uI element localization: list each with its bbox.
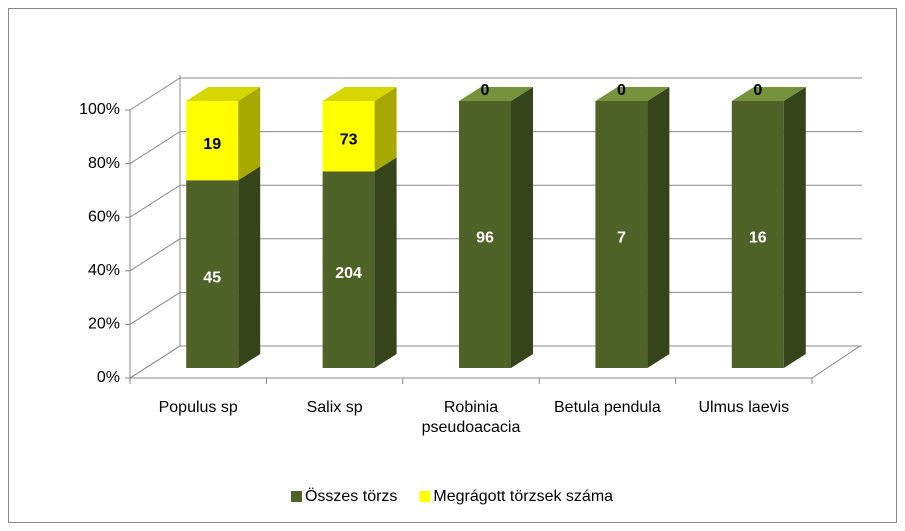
bar-top [322, 87, 397, 101]
x-tick-label: Betula pendula [554, 399, 661, 416]
bar-side [511, 87, 533, 368]
x-tick-label: Ulmus laevis [698, 399, 790, 416]
data-label: 19 [203, 136, 221, 153]
bar-front [186, 180, 239, 368]
bar-side [238, 87, 261, 181]
bar-side [374, 157, 397, 368]
data-label: 0 [481, 82, 490, 99]
bar-side [238, 166, 261, 368]
bar-front [459, 101, 511, 368]
bar-side [783, 87, 806, 368]
data-label: 7 [617, 230, 626, 247]
bar-front [322, 101, 375, 172]
y-tick-label: 20% [88, 316, 120, 333]
bar-front [595, 101, 648, 368]
grid-line [129, 77, 862, 111]
data-label: 96 [476, 230, 494, 247]
bar-top [459, 87, 533, 101]
bar-front [322, 171, 375, 368]
bar-top [595, 87, 670, 101]
data-label: 45 [203, 269, 221, 286]
x-tick-label: Robinia pseudoacacia [421, 399, 521, 436]
legend-label: Megrágott törzsek száma [433, 488, 613, 505]
data-label: 16 [749, 230, 767, 247]
bar-front [186, 101, 239, 181]
bar-top [731, 87, 806, 101]
legend-swatch [419, 491, 431, 502]
legend-swatch [290, 491, 302, 502]
bar-side [647, 87, 670, 368]
bar-top [186, 87, 261, 101]
y-tick-label: 60% [88, 208, 120, 225]
bar-side [374, 87, 397, 172]
x-tick-label: Populus sp [158, 399, 238, 416]
data-label: 0 [753, 82, 762, 99]
data-label: 73 [340, 131, 358, 148]
y-tick-label: 100% [79, 101, 120, 118]
bar-front [731, 101, 784, 368]
x-tick-label: Salix sp [306, 399, 363, 416]
y-tick-label: 0% [97, 369, 120, 386]
legend-label: Összes törzs [305, 487, 397, 505]
y-tick-label: 40% [88, 262, 120, 279]
y-tick-label: 80% [88, 155, 120, 172]
data-label: 0 [617, 82, 626, 99]
data-label: 204 [335, 265, 362, 282]
